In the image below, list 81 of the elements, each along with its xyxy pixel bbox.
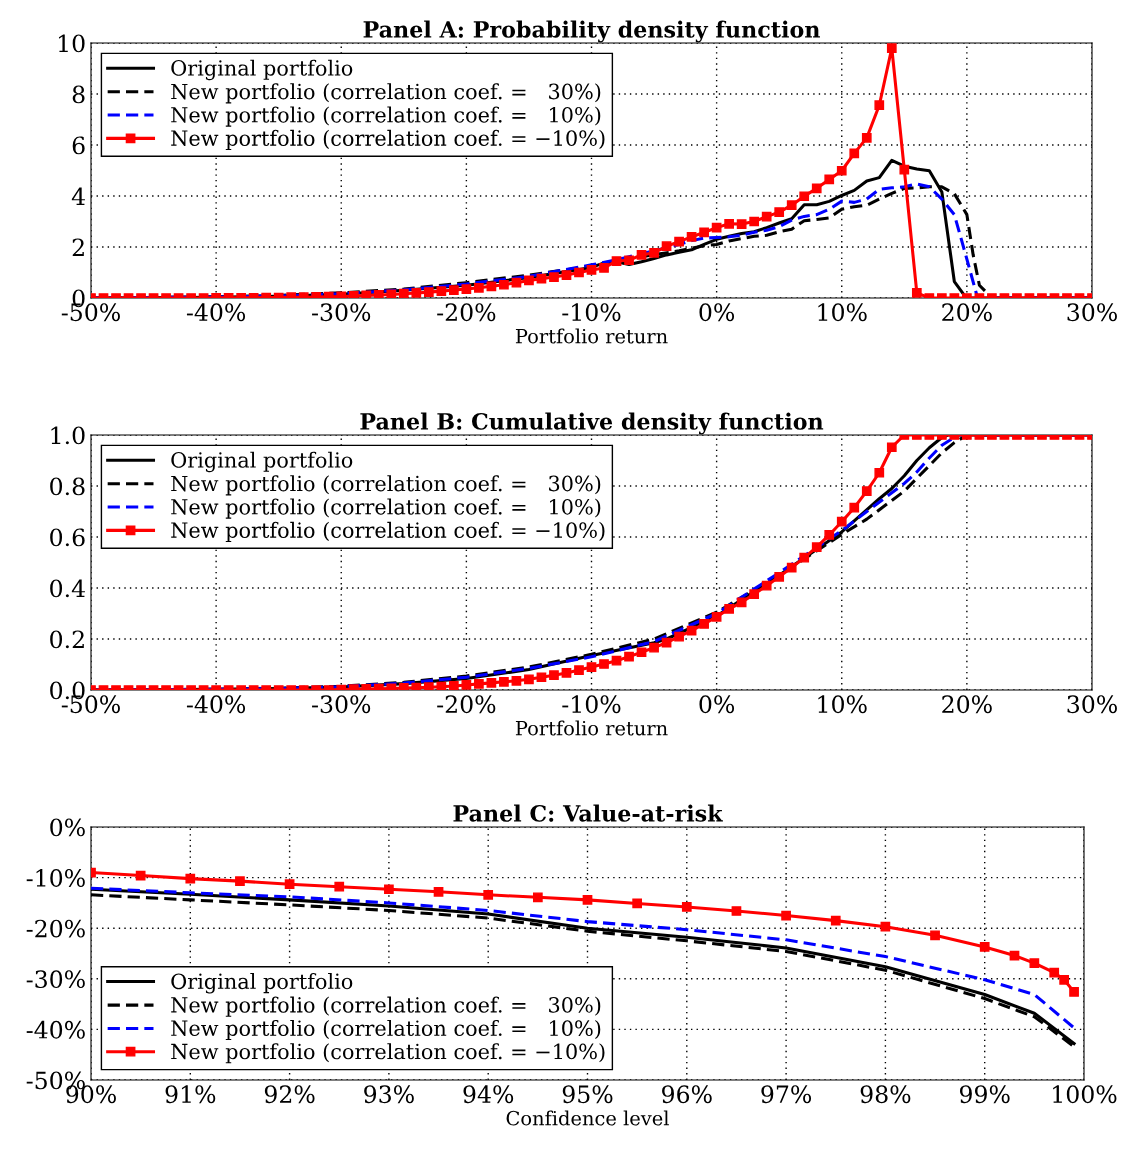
point — [433, 886, 444, 897]
y-tick-label: 4 — [71, 187, 85, 205]
x-tick-label: 20% — [942, 695, 992, 714]
point — [880, 921, 891, 932]
x-axis-title: Portfolio return — [515, 720, 668, 736]
x-tick-label: 30% — [1067, 303, 1117, 322]
y-tick-label: 1.0 — [51, 426, 85, 445]
x-axis-title: Portfolio return — [515, 328, 668, 344]
point — [135, 870, 146, 881]
x-axis-title: Confidence level — [506, 1110, 669, 1126]
legend-label: New portfolio (correlation coef. = 10%) — [171, 498, 601, 519]
x-tick-label: 10% — [818, 303, 867, 322]
y-tick-label: -20% — [26, 919, 85, 938]
y-tick-label: 0.2 — [50, 630, 84, 649]
x-tick-label: -40% — [186, 303, 246, 322]
y-tick-label: -30% — [26, 970, 85, 989]
point — [235, 876, 245, 887]
y-tick-label: 10 — [58, 34, 85, 53]
legend-label: New portfolio (correlation coef. = 30%) — [171, 996, 601, 1017]
point — [284, 879, 295, 890]
point — [1029, 958, 1040, 968]
point — [930, 930, 940, 941]
legend-label: New portfolio (correlation coef. = 30%) — [171, 475, 601, 496]
x-tick-label: 30% — [1067, 695, 1117, 714]
point — [1049, 967, 1060, 978]
legend-label: New portfolio (correlation coef. = −10%) — [171, 129, 605, 150]
x-tick-label: 0% — [699, 303, 735, 322]
point — [731, 906, 742, 916]
point — [532, 892, 543, 903]
chart-title: Panel B: Cumulative density function — [360, 412, 824, 435]
point — [582, 895, 593, 905]
x-tick-label: 10% — [818, 695, 867, 714]
y-tick-label: 6 — [72, 136, 85, 155]
x-tick-label: -20% — [437, 303, 496, 322]
point — [1059, 974, 1070, 985]
x-tick-label: -10% — [562, 303, 621, 322]
point — [384, 884, 394, 895]
legend-label: Original portfolio — [171, 59, 353, 81]
x-tick-label: 20% — [942, 303, 992, 322]
point — [830, 915, 841, 926]
x-tick-label: 93% — [364, 1085, 414, 1104]
point — [781, 910, 791, 921]
y-tick-label: 0.4 — [50, 579, 85, 598]
point — [979, 942, 990, 952]
x-tick-label: -20% — [437, 695, 496, 714]
point — [632, 898, 643, 909]
x-tick-label: -30% — [312, 303, 371, 322]
x-tick-label: 95% — [562, 1085, 613, 1104]
x-tick-label: 99% — [959, 1085, 1010, 1104]
y-tick-label: 2 — [72, 238, 84, 256]
x-tick-label: 96% — [662, 1085, 712, 1104]
x-tick-label: 98% — [860, 1085, 911, 1104]
legend-label: New portfolio (correlation coef. = 30%) — [171, 83, 601, 104]
y-tick-label: -10% — [26, 869, 85, 887]
x-tick-label: 100% — [1053, 1085, 1117, 1104]
legend-label: New portfolio (correlation coef. = −10%) — [171, 1043, 605, 1064]
legend-label: New portfolio (correlation coef. = −10%) — [171, 521, 605, 542]
legend-label: New portfolio (correlation coef. = 10%) — [171, 1019, 601, 1041]
x-tick-label: -40% — [186, 695, 246, 714]
point — [681, 902, 692, 912]
x-tick-label: -30% — [312, 695, 371, 714]
x-tick-label: 94% — [463, 1085, 514, 1104]
x-tick-label: 0% — [699, 695, 735, 714]
x-tick-label: -10% — [562, 695, 621, 714]
x-tick-label: 91% — [165, 1085, 216, 1104]
y-tick-label: -40% — [26, 1020, 85, 1039]
x-tick-label: 97% — [761, 1085, 812, 1104]
legend-label: Original portfolio — [171, 973, 353, 994]
y-tick-label: 0% — [50, 818, 85, 837]
point — [185, 873, 196, 884]
point — [1069, 987, 1079, 997]
x-tick-label: 92% — [264, 1085, 315, 1104]
chart-title: Panel A: Probability density function — [363, 20, 820, 43]
y-tick-label: 8 — [72, 85, 85, 104]
point — [483, 889, 494, 900]
chart-title: Panel C: Value-at-risk — [453, 804, 723, 822]
legend-label: Original portfolio — [171, 451, 353, 473]
y-tick-label: 0.6 — [50, 528, 85, 547]
legend-label: New portfolio (correlation coef. = 10%) — [171, 106, 601, 127]
point — [334, 881, 345, 892]
y-tick-label: 0.8 — [50, 477, 85, 496]
